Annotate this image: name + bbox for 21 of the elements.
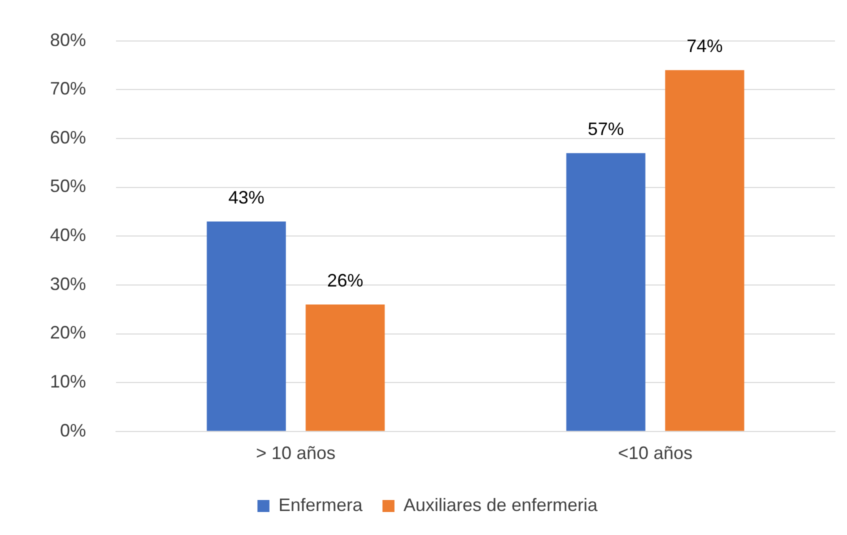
y-tick-label: 80%: [50, 30, 86, 50]
data-label: 74%: [686, 36, 723, 56]
y-tick-label: 30%: [50, 274, 86, 294]
bar: [206, 221, 286, 431]
y-tick-label: 50%: [50, 176, 86, 196]
y-tick-label: 10%: [50, 372, 86, 392]
y-tick-label: 60%: [50, 127, 86, 148]
y-tick-label: 70%: [50, 78, 86, 99]
data-label: 26%: [327, 270, 364, 290]
bar: [566, 153, 646, 431]
data-label: 43%: [228, 187, 264, 208]
x-tick-label: > 10 años: [256, 443, 336, 464]
bar: [306, 304, 385, 431]
y-tick-label: 20%: [50, 322, 86, 343]
y-tick-label: 0%: [60, 420, 86, 440]
bar: [665, 70, 744, 431]
legend-label: Enfermera: [278, 494, 364, 515]
legend-label: Auxiliares de enfermeria: [403, 494, 599, 515]
data-label: 57%: [588, 119, 624, 140]
y-tick-label: 40%: [50, 225, 86, 246]
x-tick-label: <10 años: [618, 443, 693, 464]
